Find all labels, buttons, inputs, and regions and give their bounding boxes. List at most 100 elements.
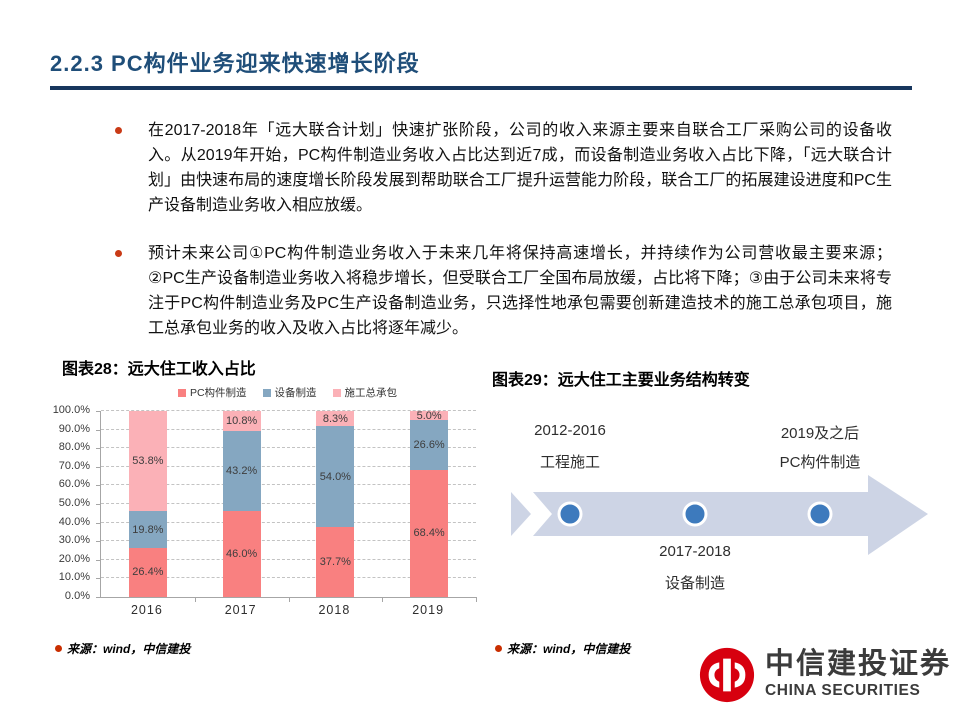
bar-value-label: 53.8% xyxy=(132,455,164,468)
stacked-bar: 46.0% 43.2% 10.8% xyxy=(222,411,261,597)
bar-segment: 54.0% xyxy=(316,426,355,527)
gridline xyxy=(101,521,476,523)
x-axis-tick xyxy=(288,597,290,602)
timeline-dot xyxy=(807,501,833,527)
legend-item: 设备制造 xyxy=(262,385,317,400)
y-axis-tick-label: 40.0% xyxy=(58,515,90,528)
bar-segment: 68.4% xyxy=(410,469,449,597)
milestone-3-period: 2019及之后 xyxy=(780,425,860,442)
bar-segment: 37.7% xyxy=(316,526,355,597)
milestone-2-period: 2017-2018 xyxy=(659,543,731,560)
bar-group: 37.7% 54.0% 8.3% xyxy=(289,411,383,597)
timeline-dot xyxy=(682,501,708,527)
arrow-tail-chevron-icon xyxy=(511,492,531,536)
bar-value-label: 8.3% xyxy=(322,412,348,425)
legend-label: 设备制造 xyxy=(274,387,317,399)
figure29-source: 来源：wind，中信建投 xyxy=(495,640,630,657)
logo-text: 中信建投证券 CHINA SECURITIES xyxy=(765,650,951,700)
x-axis-tick xyxy=(194,597,196,602)
chart-legend: PC构件制造 设备制造 施工总承包 xyxy=(100,385,475,400)
source-text: 来源：wind，中信建投 xyxy=(507,642,631,656)
gridline xyxy=(101,428,476,430)
y-axis-tick-label: 100.0% xyxy=(52,404,90,416)
stacked-bar: 26.4% 19.8% 53.8% xyxy=(128,411,167,597)
gridline xyxy=(101,577,476,579)
y-axis-tick xyxy=(96,578,101,580)
y-axis-tick-label: 10.0% xyxy=(58,571,90,584)
gridline xyxy=(101,503,476,504)
y-axis-tick-label: 0.0% xyxy=(64,590,90,602)
bullet-item-1: 在2017-2018年「远大联合计划」快速扩张阶段，公司的收入来源主要来自联合工… xyxy=(112,118,892,218)
source-bullet-icon xyxy=(495,645,502,652)
bar-group: 68.4% 26.6% 5.0% xyxy=(382,409,476,597)
y-axis-tick xyxy=(96,429,101,431)
page-title: 2.2.3 PC构件业务迎来快速增长阶段 xyxy=(50,51,420,76)
bar-segment: 19.8% xyxy=(128,511,167,548)
legend-label: 施工总承包 xyxy=(344,387,398,399)
x-axis-category-label: 2016 xyxy=(130,603,163,617)
legend-color-swatch xyxy=(262,388,271,397)
bar-value-label: 46.0% xyxy=(226,548,258,561)
bullet-text-1: 在2017-2018年「远大联合计划」快速扩张阶段，公司的收入来源主要来自联合工… xyxy=(148,122,892,214)
y-axis-tick xyxy=(96,522,101,524)
y-axis: 0.0% 10.0% 20.0% 30.0% 40.0% 50.0% 60.0% 70.0% 8… xyxy=(52,404,94,602)
milestone-1-period: 2012-2016 xyxy=(534,422,606,439)
y-axis-tick-label: 50.0% xyxy=(58,497,90,509)
y-axis-tick-label: 60.0% xyxy=(58,478,90,491)
bar-segment: 5.0% xyxy=(410,409,449,422)
x-axis-tick xyxy=(382,597,384,602)
gridline xyxy=(101,447,476,449)
y-axis-tick xyxy=(96,411,101,412)
y-axis-tick xyxy=(96,541,101,543)
y-axis-tick-label: 20.0% xyxy=(58,552,90,565)
logo-name-en: CHINA SECURITIES xyxy=(765,682,921,699)
bar-segment: 46.0% xyxy=(222,511,261,597)
bar-segment: 26.6% xyxy=(410,420,449,470)
legend-item: PC构件制造 xyxy=(177,385,247,400)
plot-area: 26.4% 19.8% 53.8% 46.0% 43.2% 10.8% 37.7% 54.0%… xyxy=(96,409,477,602)
bar-value-label: 5.0% xyxy=(416,409,442,422)
title-underline xyxy=(50,86,912,90)
bullet-item-2: 预计未来公司①PC构件制造业务收入于未来几年将保持高速增长，并持续作为公司营收最… xyxy=(112,241,892,341)
bar-value-label: 19.8% xyxy=(132,523,164,536)
bar-value-label: 26.4% xyxy=(132,566,164,579)
bar-value-label: 43.2% xyxy=(226,465,258,478)
legend-color-swatch xyxy=(332,388,341,397)
stacked-bar: 37.7% 54.0% 8.3% xyxy=(316,411,355,597)
y-axis-tick xyxy=(96,466,101,468)
gridline xyxy=(101,465,476,467)
figure29-title: 图表29：远大住工主要业务结构转变 xyxy=(492,372,750,389)
gridline xyxy=(101,410,476,411)
y-axis-tick-label: 30.0% xyxy=(58,534,90,547)
y-axis-tick xyxy=(96,559,101,561)
gridline xyxy=(101,484,476,486)
revenue-share-chart: PC构件制造 设备制造 施工总承包 0.0% 10.0% 20.0% 30.0% 40.0%… xyxy=(52,378,484,626)
bar-segment: 26.4% xyxy=(128,547,167,597)
x-axis-category-label: 2018 xyxy=(318,603,351,617)
y-axis-tick-label: 90.0% xyxy=(58,422,90,435)
bars-layer: 26.4% 19.8% 53.8% 46.0% 43.2% 10.8% 37.7% 54.0%… xyxy=(101,409,476,597)
bar-value-label: 37.7% xyxy=(319,555,351,568)
source-bullet-icon xyxy=(55,645,62,652)
milestone-1-label: 工程施工 xyxy=(539,454,600,471)
bullet-icon xyxy=(115,250,122,257)
figure28-title: 图表28：远大住工收入占比 xyxy=(62,361,256,378)
logo-name-cn: 中信建投证券 xyxy=(765,648,952,680)
bar-value-label: 54.0% xyxy=(319,470,351,483)
y-axis-tick-label: 80.0% xyxy=(58,441,90,454)
x-axis-tick xyxy=(476,597,477,602)
source-text: 来源：wind，中信建投 xyxy=(67,642,191,656)
y-axis-tick xyxy=(96,485,101,487)
bar-value-label: 10.8% xyxy=(226,415,258,428)
x-axis: 2016 2017 2018 2019 xyxy=(100,603,475,617)
citic-emblem-icon xyxy=(699,647,755,703)
timeline-arrow-graphic xyxy=(511,475,928,555)
y-axis-tick xyxy=(96,504,101,505)
gridline xyxy=(101,540,476,542)
bar-segment: 53.8% xyxy=(128,411,167,512)
milestone-2-label: 设备制造 xyxy=(664,575,725,592)
x-axis-category-label: 2017 xyxy=(224,603,257,617)
business-transition-timeline: 2012-2016 工程施工 2017-2018 设备制造 2019及之后 PC… xyxy=(490,405,940,600)
legend-label: PC构件制造 xyxy=(189,387,247,399)
legend-color-swatch xyxy=(177,388,186,397)
